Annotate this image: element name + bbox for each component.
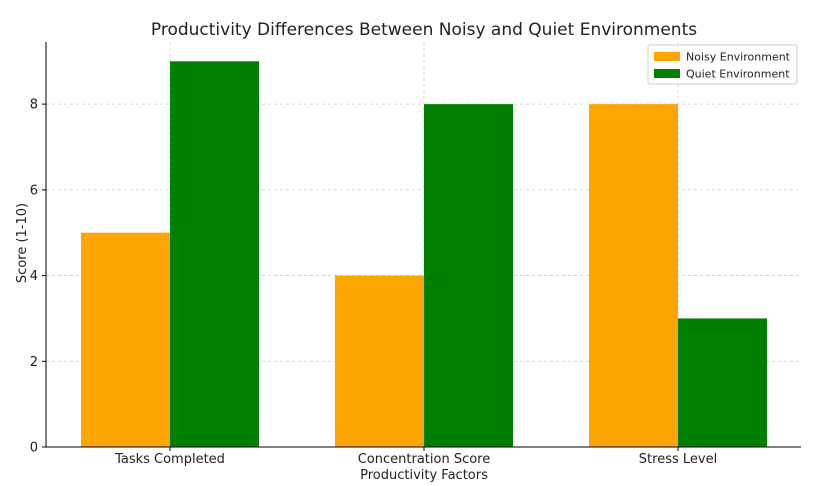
y-tick-labels: 0 2 4 6 8 bbox=[30, 98, 38, 456]
legend-box bbox=[647, 44, 798, 85]
y-axis-label: Score (1-10) bbox=[15, 203, 30, 283]
x-tick-labels: Tasks Completed Concentration Score Stress… bbox=[114, 452, 717, 467]
legend-swatch bbox=[654, 69, 680, 78]
legend: Noisy Environment Quiet Environment bbox=[647, 44, 798, 85]
legend-swatch bbox=[654, 52, 680, 61]
bars bbox=[81, 61, 767, 448]
bar bbox=[335, 275, 424, 447]
y-tick-label: 4 bbox=[30, 269, 38, 284]
chart-title: Productivity Differences Between Noisy a… bbox=[151, 20, 697, 40]
bar bbox=[424, 104, 513, 448]
y-tick-label: 8 bbox=[30, 98, 38, 113]
axes bbox=[42, 42, 801, 451]
legend-label: Quiet Environment bbox=[686, 68, 790, 81]
legend-label: Noisy Environment bbox=[686, 51, 791, 64]
x-tick-label: Tasks Completed bbox=[114, 452, 225, 467]
x-axis-label: Productivity Factors bbox=[360, 468, 488, 483]
bar bbox=[589, 104, 678, 448]
y-tick-label: 6 bbox=[30, 183, 38, 198]
x-tick-label: Concentration Score bbox=[358, 452, 491, 467]
x-tick-label: Stress Level bbox=[639, 452, 717, 467]
bar bbox=[81, 232, 170, 447]
bar bbox=[678, 318, 767, 447]
bar bbox=[170, 61, 259, 448]
y-tick-label: 2 bbox=[30, 355, 38, 370]
y-tick-label: 0 bbox=[30, 441, 38, 456]
